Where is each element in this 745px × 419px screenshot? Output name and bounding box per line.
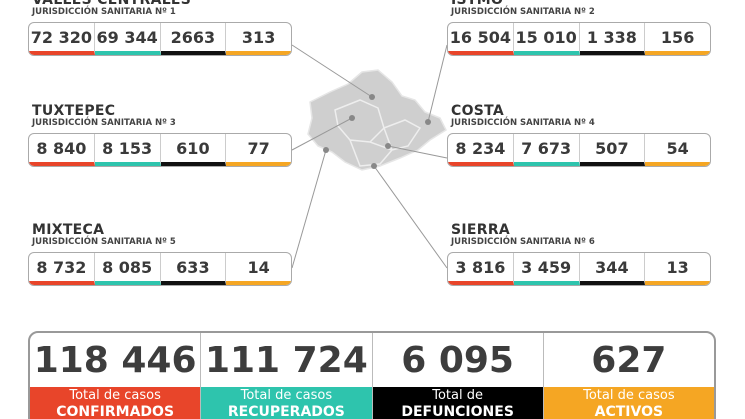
- region-value: 15 010: [513, 23, 580, 55]
- region-name: SIERRA: [451, 222, 511, 238]
- region-value: 8 153: [94, 134, 161, 166]
- total-label: Total de casos CONFIRMADOS: [30, 387, 201, 419]
- total-label-bottom: CONFIRMADOS: [56, 404, 175, 419]
- region-name: COSTA: [451, 103, 505, 119]
- region-box: 8 234 7 673 507 54: [447, 133, 711, 167]
- region-jurisdiction: JURISDICCIÓN SANITARIA Nº 3: [32, 118, 176, 128]
- region-box: 8 732 8 085 633 14: [28, 252, 292, 286]
- total-value: 6 095: [401, 339, 514, 381]
- region-value: 72 320: [29, 23, 95, 55]
- region-jurisdiction: JURISDICCIÓN SANITARIA Nº 1: [32, 7, 176, 17]
- total-column: 627 Total de casos ACTIVOS: [543, 333, 714, 419]
- total-column: 111 724 Total de casos RECUPERADOS: [201, 333, 373, 419]
- region-jurisdiction: JURISDICCIÓN SANITARIA Nº 4: [451, 118, 595, 128]
- region-value: 13: [645, 253, 710, 285]
- region-value: 77: [226, 134, 291, 166]
- total-label-top: Total de: [432, 388, 483, 403]
- total-label-top: Total de casos: [69, 388, 161, 403]
- region-value: 16 504: [448, 23, 514, 55]
- total-label-top: Total de casos: [240, 388, 333, 403]
- region-value: 8 085: [94, 253, 161, 285]
- region-value: 344: [579, 253, 646, 285]
- region-box: 8 840 8 153 610 77: [28, 133, 292, 167]
- region-value: 1 338: [579, 23, 646, 55]
- totals-box: 118 446 Total de casos CONFIRMADOS 111 724 T…: [28, 331, 716, 419]
- region-value: 2663: [160, 23, 227, 55]
- total-label: Total de casos RECUPERADOS: [201, 387, 372, 419]
- total-value: 627: [591, 339, 667, 381]
- map: [291, 44, 448, 269]
- region-value: 633: [160, 253, 227, 285]
- region-name: MIXTECA: [32, 222, 105, 238]
- connector-lines: [291, 44, 448, 269]
- region-name: TUXTEPEC: [32, 103, 116, 119]
- total-label: Total de DEFUNCIONES: [372, 387, 543, 419]
- total-label-bottom: ACTIVOS: [594, 404, 664, 419]
- total-column: 118 446 Total de casos CONFIRMADOS: [30, 333, 202, 419]
- total-label-top: Total de casos: [583, 388, 675, 403]
- state-map: [307, 69, 447, 171]
- region-value: 3 459: [513, 253, 580, 285]
- region-value: 69 344: [94, 23, 161, 55]
- region-name: ISTMO: [451, 0, 504, 8]
- region-value: 8 840: [29, 134, 95, 166]
- region-jurisdiction: JURISDICCIÓN SANITARIA Nº 5: [32, 237, 176, 247]
- region-jurisdiction: JURISDICCIÓN SANITARIA Nº 6: [451, 237, 595, 247]
- region-box: 16 504 15 010 1 338 156: [447, 22, 711, 56]
- region-name: VALLES CENTRALES: [32, 0, 192, 8]
- region-value: 54: [645, 134, 710, 166]
- region-value: 507: [579, 134, 646, 166]
- region-value: 610: [160, 134, 227, 166]
- map-points: [323, 94, 431, 169]
- region-value: 3 816: [448, 253, 514, 285]
- total-column: 6 095 Total de DEFUNCIONES: [372, 333, 544, 419]
- total-label-bottom: DEFUNCIONES: [401, 404, 514, 419]
- region-value: 8 732: [29, 253, 95, 285]
- total-value: 118 446: [33, 339, 197, 381]
- region-value: 156: [645, 23, 710, 55]
- total-value: 111 724: [204, 339, 368, 381]
- region-box: 72 320 69 344 2663 313: [28, 22, 292, 56]
- region-value: 14: [226, 253, 291, 285]
- total-label: Total de casos ACTIVOS: [543, 387, 714, 419]
- region-value: 7 673: [513, 134, 580, 166]
- region-value: 8 234: [448, 134, 514, 166]
- region-value: 313: [226, 23, 291, 55]
- total-label-bottom: RECUPERADOS: [227, 404, 345, 419]
- region-box: 3 816 3 459 344 13: [447, 252, 711, 286]
- region-jurisdiction: JURISDICCIÓN SANITARIA Nº 2: [451, 7, 595, 17]
